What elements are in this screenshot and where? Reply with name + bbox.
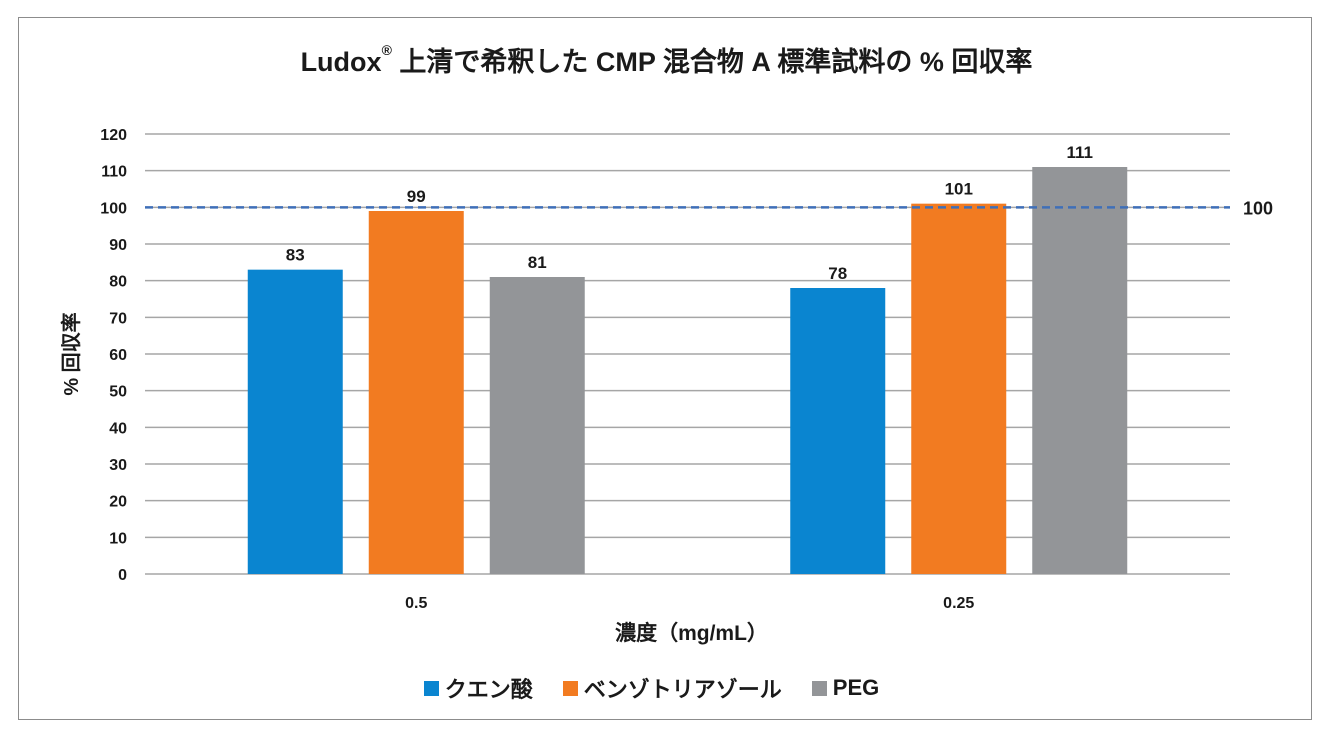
y-tick-label-120: 120 xyxy=(100,127,127,144)
chart-legend: クエン酸 ベンゾトリアゾール PEG xyxy=(0,672,1333,704)
bar-2-0 xyxy=(489,277,585,574)
x-tick-label-0: 0.5 xyxy=(405,595,427,612)
legend-item-1: ベンゾトリアゾール xyxy=(562,672,782,704)
x-tick-label-1: 0.25 xyxy=(943,595,974,612)
legend-swatch-2 xyxy=(811,680,827,696)
y-tick-label-30: 30 xyxy=(109,457,127,474)
bar-2-1 xyxy=(1032,167,1128,574)
bar-1-0 xyxy=(368,211,464,574)
data-label-1-0: 99 xyxy=(407,187,426,206)
reference-line-label: 100 xyxy=(1243,198,1273,218)
legend-label-1: ベンゾトリアゾール xyxy=(583,677,782,702)
data-label-2-1: 111 xyxy=(1067,143,1094,162)
y-tick-label-50: 50 xyxy=(109,384,127,401)
x-axis-label: 濃度（mg/mL） xyxy=(615,621,768,645)
y-tick-label-100: 100 xyxy=(100,200,127,217)
data-label-0-0: 83 xyxy=(286,246,305,265)
y-axis-label: % 回収率 xyxy=(59,312,83,395)
data-label-0-1: 78 xyxy=(828,264,847,283)
data-label-2-0: 81 xyxy=(528,253,547,272)
y-tick-label-110: 110 xyxy=(101,164,127,181)
legend-label-0: クエン酸 xyxy=(444,677,533,702)
data-label-1-1: 101 xyxy=(945,180,973,199)
y-tick-label-80: 80 xyxy=(109,274,127,291)
legend-item-2: PEG xyxy=(811,672,880,704)
bar-1-1 xyxy=(911,203,1007,574)
bar-0-1 xyxy=(790,288,886,574)
legend-item-0: クエン酸 xyxy=(423,672,533,704)
legend-swatch-1 xyxy=(562,680,578,696)
chart-title: Ludox® 上清で希釈した CMP 混合物 A 標準試料の % 回収率 xyxy=(300,42,1033,77)
legend-label-2: PEG xyxy=(832,675,880,700)
y-tick-label-40: 40 xyxy=(109,420,127,437)
y-tick-label-10: 10 xyxy=(109,530,127,547)
legend-swatch-0 xyxy=(423,680,439,696)
y-tick-label-90: 90 xyxy=(109,237,127,254)
y-tick-label-20: 20 xyxy=(109,494,127,511)
y-tick-label-70: 70 xyxy=(109,310,127,327)
y-tick-label-60: 60 xyxy=(109,347,127,364)
y-tick-label-0: 0 xyxy=(118,567,127,584)
bar-0-0 xyxy=(247,269,343,574)
